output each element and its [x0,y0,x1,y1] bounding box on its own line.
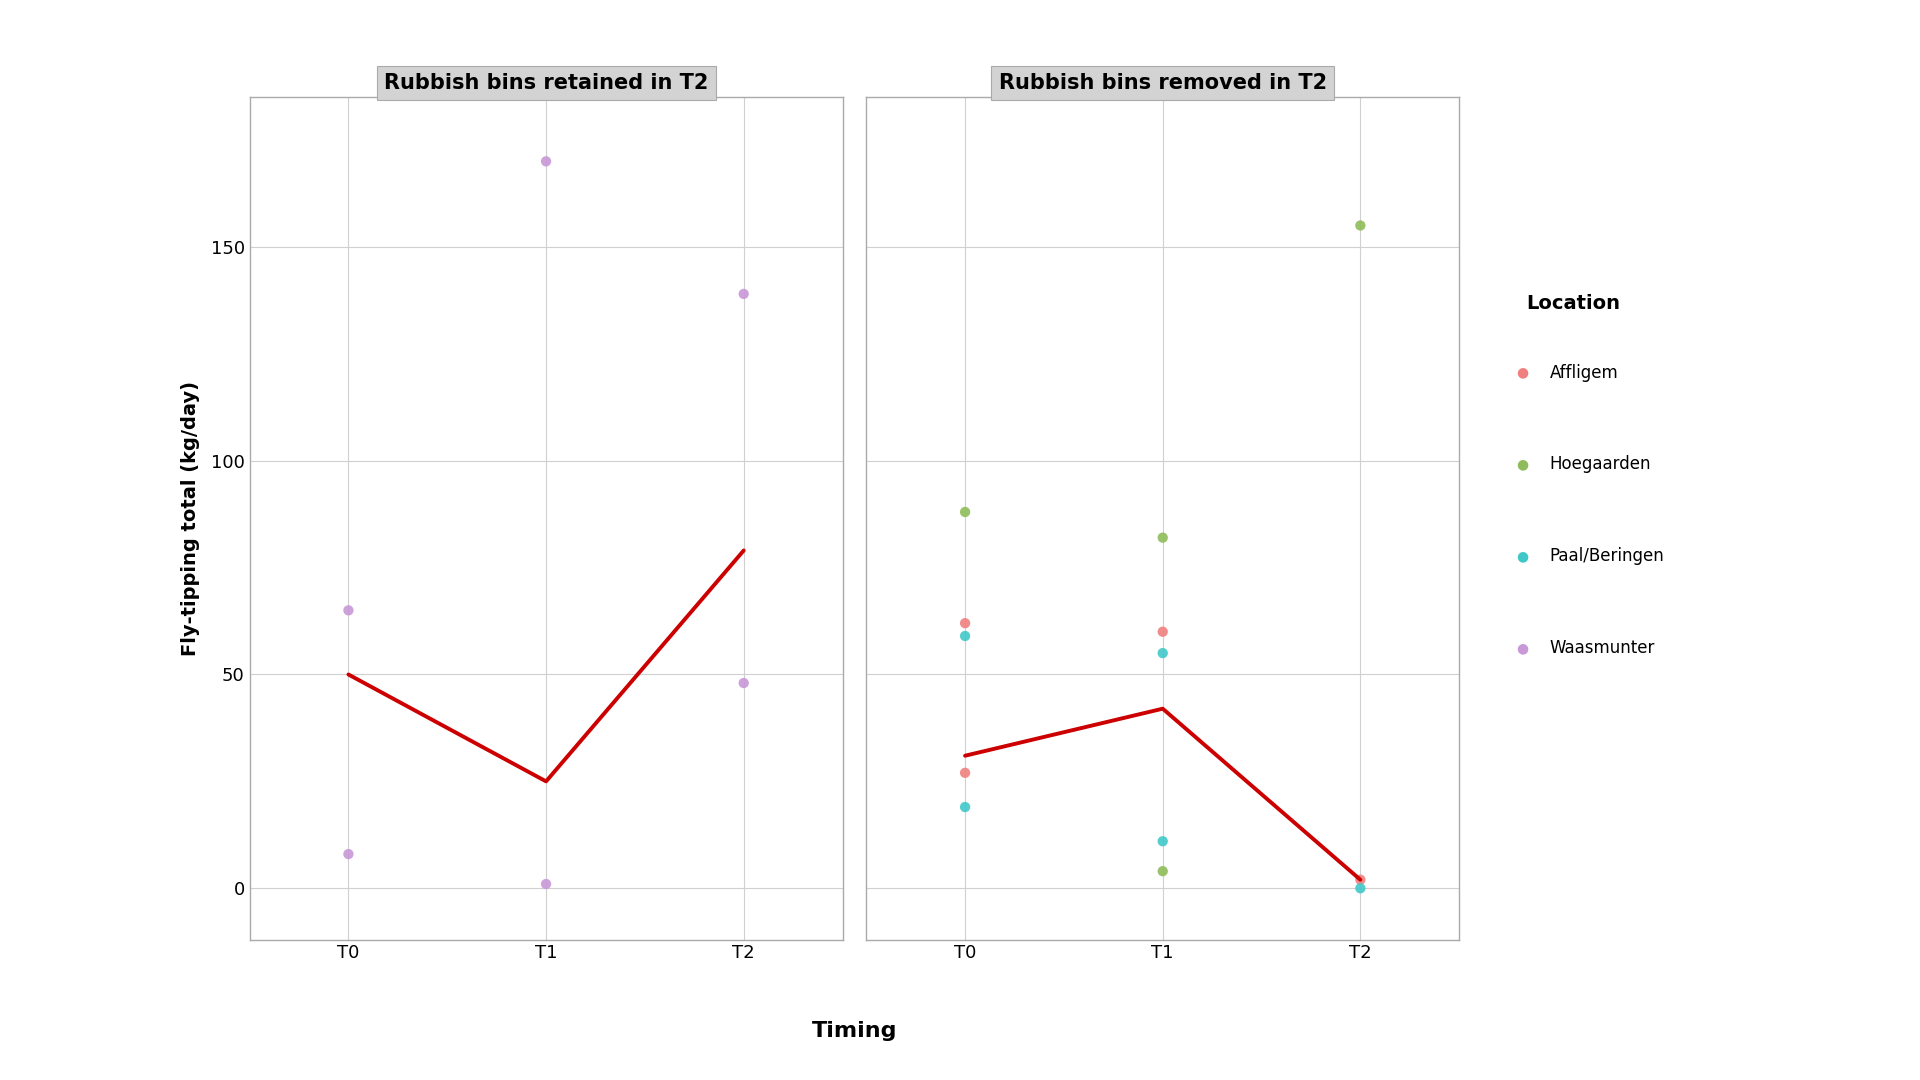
Text: Location: Location [1526,294,1620,313]
Text: Waasmunter: Waasmunter [1549,639,1655,657]
Point [728,674,758,691]
Point [1148,645,1179,662]
Point [1346,872,1377,889]
Point [332,846,363,863]
Text: ●: ● [1517,458,1528,471]
Point [332,602,363,619]
Text: ●: ● [1517,366,1528,379]
Point [530,876,561,893]
Point [1148,863,1179,880]
Text: Timing: Timing [812,1022,897,1041]
Point [950,798,981,815]
Text: Paal/Beringen: Paal/Beringen [1549,548,1665,565]
Y-axis label: Fly-tipping total (kg/day): Fly-tipping total (kg/day) [180,381,200,656]
Point [1148,529,1179,546]
Title: Rubbish bins removed in T2: Rubbish bins removed in T2 [998,72,1327,93]
Point [530,152,561,170]
Point [950,765,981,782]
Point [950,503,981,521]
Point [950,627,981,645]
Point [1346,879,1377,896]
Title: Rubbish bins retained in T2: Rubbish bins retained in T2 [384,72,708,93]
Text: ●: ● [1517,642,1528,654]
Point [950,615,981,632]
Point [1148,623,1179,640]
Text: Affligem: Affligem [1549,364,1619,381]
Point [1346,217,1377,234]
Text: ●: ● [1517,550,1528,563]
Text: Hoegaarden: Hoegaarden [1549,456,1651,473]
Point [728,285,758,302]
Point [1148,833,1179,850]
